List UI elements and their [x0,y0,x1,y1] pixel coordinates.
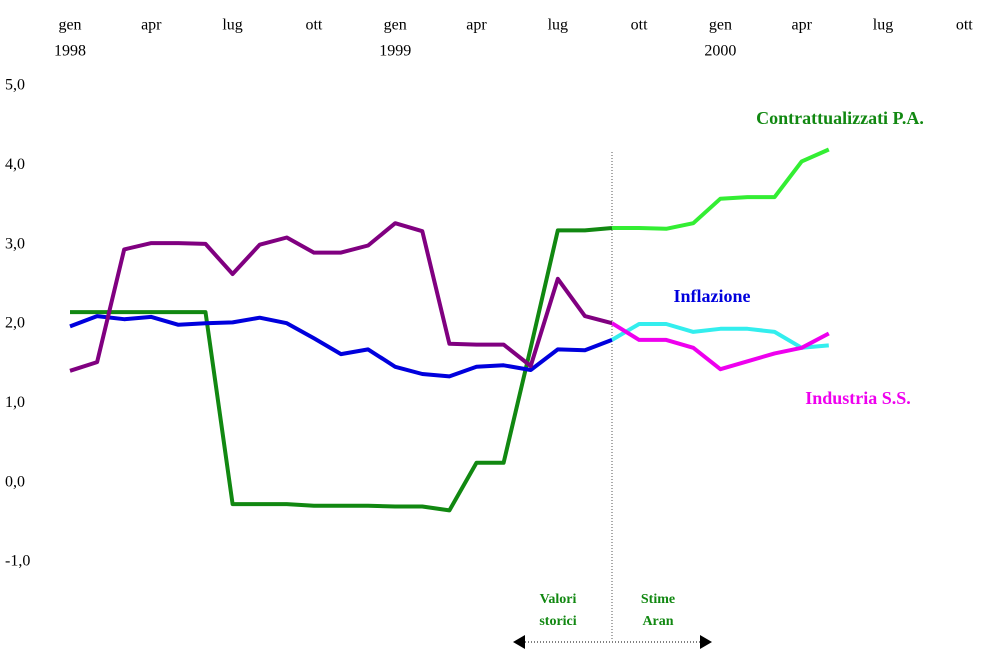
x-tick-label: lug [222,17,242,34]
x-tick-label: lug [873,17,893,34]
x-tick-label: ott [305,17,322,34]
series-label: Inflazione [673,286,750,306]
series-line [69,221,613,373]
x-tick-year: 1998 [54,43,86,60]
annotation: storici [539,614,576,629]
series-label: Contrattualizzati P.A. [756,108,924,128]
y-tick-label: 1,0 [5,394,25,411]
annotation: Aran [642,614,673,629]
y-tick-label: 0,0 [5,473,25,490]
x-tick-label: apr [466,17,487,34]
arrow-head [513,635,525,649]
x-tick-label: lug [548,17,568,34]
y-tick-label: 4,0 [5,156,25,173]
annotation: Valori [540,592,577,607]
x-tick-label: apr [141,17,162,34]
series-line [610,321,830,372]
series-label: Industria S.S. [805,388,911,408]
x-tick-year: 1999 [379,43,411,60]
x-tick-label: ott [956,17,973,34]
series-line [612,147,830,231]
x-tick-label: ott [631,17,648,34]
y-tick-label: 2,0 [5,315,25,332]
y-tick-label: 3,0 [5,235,25,252]
series-line [610,322,829,350]
x-tick-label: gen [58,17,81,34]
x-tick-year: 2000 [704,43,736,60]
series-line [69,314,613,379]
y-tick-label: -1,0 [5,553,30,570]
series-line [70,226,613,513]
x-tick-label: gen [384,17,407,34]
y-tick-label: 5,0 [5,77,25,94]
arrow-head [700,635,712,649]
annotation: Stime [641,592,675,607]
x-tick-label: gen [709,17,732,34]
x-tick-label: apr [791,17,812,34]
